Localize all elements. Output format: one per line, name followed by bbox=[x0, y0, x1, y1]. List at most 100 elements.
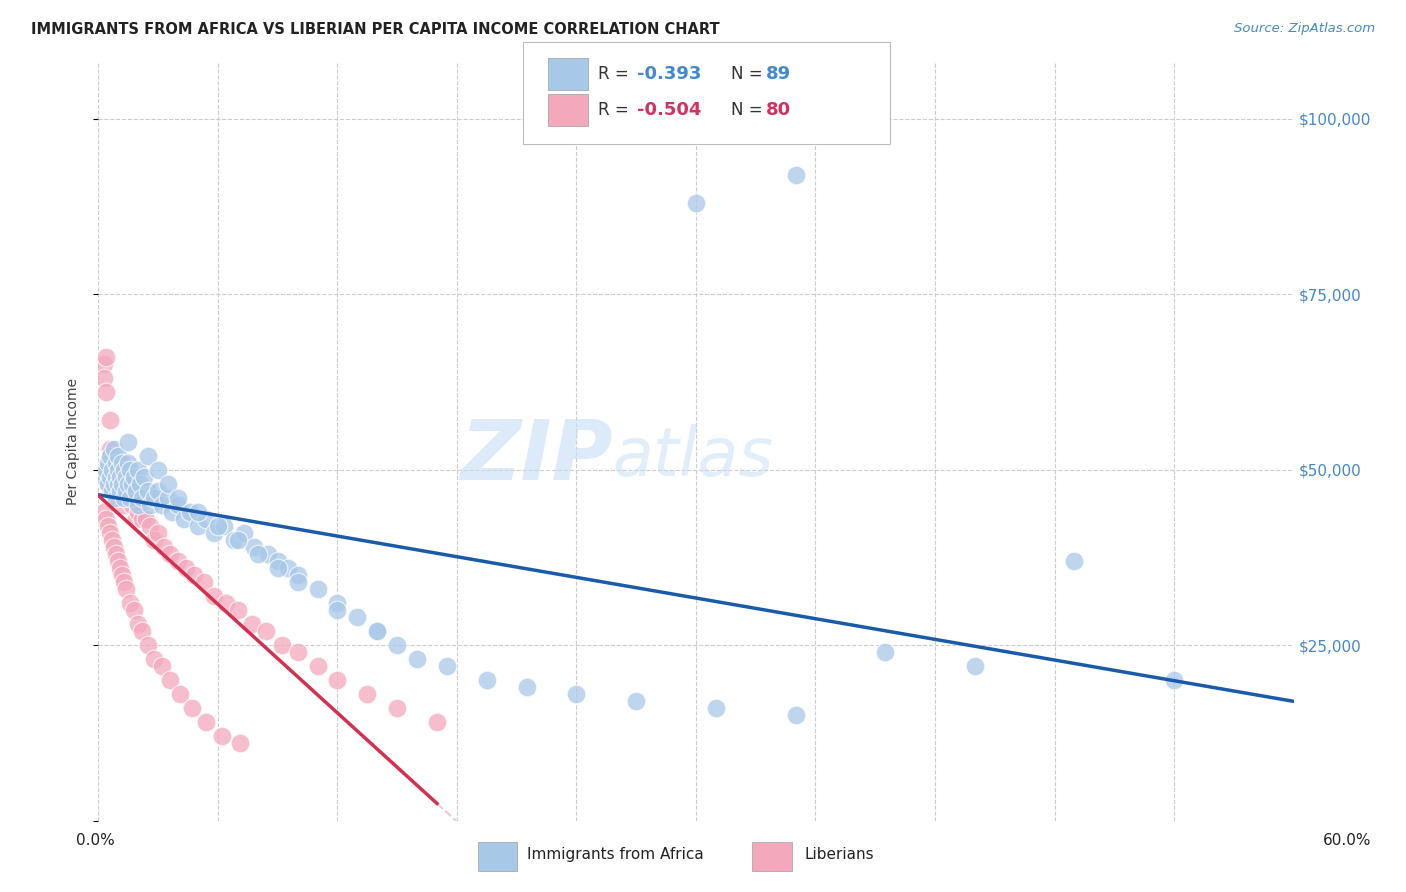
Point bbox=[131, 491, 153, 505]
Text: N =: N = bbox=[731, 101, 768, 119]
Point bbox=[120, 483, 142, 498]
Point bbox=[202, 589, 225, 603]
Point bbox=[1163, 673, 1185, 688]
Point bbox=[101, 476, 124, 491]
Point bbox=[96, 462, 118, 476]
Point bbox=[121, 498, 143, 512]
Point bbox=[93, 371, 115, 385]
Point bbox=[240, 617, 263, 632]
Point bbox=[159, 547, 181, 561]
Point bbox=[256, 547, 278, 561]
Point bbox=[267, 554, 290, 568]
Point bbox=[229, 736, 252, 750]
Point bbox=[129, 498, 152, 512]
Point bbox=[157, 491, 180, 505]
Point bbox=[107, 476, 129, 491]
Point bbox=[120, 491, 142, 505]
Point bbox=[131, 512, 153, 526]
Point bbox=[105, 476, 128, 491]
Point bbox=[167, 554, 190, 568]
Point bbox=[127, 462, 149, 476]
Point bbox=[111, 462, 134, 476]
Point bbox=[117, 476, 139, 491]
Point bbox=[143, 652, 166, 666]
Point bbox=[112, 498, 135, 512]
Point bbox=[115, 483, 138, 498]
Point bbox=[139, 518, 162, 533]
Point bbox=[436, 659, 458, 673]
Point bbox=[287, 574, 309, 589]
Point bbox=[222, 533, 245, 547]
Point bbox=[111, 568, 134, 582]
Point bbox=[103, 442, 125, 456]
Text: -0.504: -0.504 bbox=[637, 101, 702, 119]
Point bbox=[183, 568, 205, 582]
Point bbox=[103, 469, 125, 483]
Point bbox=[326, 603, 349, 617]
Point bbox=[120, 596, 142, 610]
Point bbox=[148, 483, 170, 498]
Point bbox=[105, 456, 128, 470]
Point bbox=[187, 505, 209, 519]
Point bbox=[307, 582, 329, 596]
Point bbox=[150, 659, 173, 673]
Text: 80: 80 bbox=[766, 101, 792, 119]
Point bbox=[406, 652, 429, 666]
Point bbox=[963, 659, 986, 673]
Point bbox=[93, 505, 115, 519]
Text: Liberians: Liberians bbox=[804, 847, 875, 862]
Point bbox=[385, 638, 409, 652]
Point bbox=[124, 603, 146, 617]
Point bbox=[131, 624, 153, 639]
Point bbox=[121, 476, 143, 491]
Point bbox=[159, 673, 181, 688]
Point bbox=[174, 561, 197, 575]
Point bbox=[134, 469, 156, 483]
Point bbox=[98, 525, 122, 540]
Point bbox=[136, 483, 159, 498]
Point bbox=[97, 518, 120, 533]
Point bbox=[115, 582, 138, 596]
Point bbox=[117, 491, 139, 505]
Point bbox=[167, 498, 190, 512]
Point bbox=[124, 469, 146, 483]
Point bbox=[105, 456, 128, 470]
Point bbox=[153, 540, 176, 554]
Point bbox=[270, 638, 292, 652]
Point bbox=[107, 476, 129, 491]
Point bbox=[232, 525, 254, 540]
Point bbox=[193, 574, 215, 589]
Point bbox=[267, 561, 290, 575]
Point bbox=[125, 512, 148, 526]
Text: IMMIGRANTS FROM AFRICA VS LIBERIAN PER CAPITA INCOME CORRELATION CHART: IMMIGRANTS FROM AFRICA VS LIBERIAN PER C… bbox=[31, 22, 720, 37]
Point bbox=[475, 673, 498, 688]
Point bbox=[326, 596, 349, 610]
Point bbox=[565, 687, 588, 701]
Point bbox=[110, 483, 132, 498]
Point bbox=[97, 462, 120, 476]
Point bbox=[307, 659, 329, 673]
Text: 0.0%: 0.0% bbox=[76, 833, 115, 847]
Point bbox=[98, 442, 122, 456]
Point bbox=[120, 462, 142, 476]
Point bbox=[226, 533, 249, 547]
Point bbox=[167, 491, 190, 505]
Point bbox=[101, 533, 124, 547]
Point bbox=[181, 701, 204, 715]
Point bbox=[101, 462, 124, 476]
Point bbox=[105, 491, 128, 505]
Text: 89: 89 bbox=[766, 65, 792, 83]
Point bbox=[115, 469, 138, 483]
Point bbox=[96, 512, 118, 526]
Point bbox=[112, 491, 135, 505]
Point bbox=[136, 638, 159, 652]
Point bbox=[135, 512, 157, 526]
Text: Immigrants from Africa: Immigrants from Africa bbox=[527, 847, 704, 862]
Point bbox=[195, 715, 218, 730]
Point bbox=[785, 168, 807, 182]
Point bbox=[98, 449, 122, 463]
Point bbox=[111, 456, 134, 470]
Point bbox=[107, 462, 129, 476]
Point bbox=[101, 462, 124, 476]
Point bbox=[107, 449, 129, 463]
